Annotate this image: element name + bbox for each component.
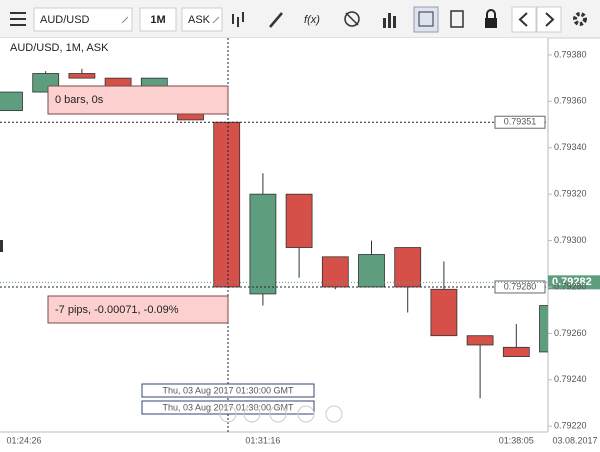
timeframe: 1M xyxy=(150,14,165,26)
side: ASK xyxy=(188,14,211,26)
y-tick-label: 0.79260 xyxy=(554,328,587,338)
last-price-label: 0.79282 xyxy=(552,276,592,288)
y-tick-label: 0.79300 xyxy=(554,235,587,245)
time-tag-box xyxy=(141,383,315,398)
dropdown-arrow xyxy=(212,16,220,24)
candle-body xyxy=(68,73,96,79)
menu-button[interactable] xyxy=(10,12,26,26)
drawing-tool-button[interactable] xyxy=(269,12,283,28)
candle-body xyxy=(502,346,530,357)
lock-button[interactable] xyxy=(485,9,497,28)
candle-body xyxy=(213,121,241,288)
candle-body xyxy=(430,288,458,337)
calculator-button[interactable] xyxy=(450,10,464,28)
measure-box xyxy=(47,295,229,324)
y-tick-label: 0.79340 xyxy=(554,142,587,152)
x-tick-label: 01:24:26 xyxy=(6,435,41,445)
candle-body xyxy=(249,193,277,295)
scroll-right-button[interactable] xyxy=(536,6,562,33)
bars-label: 0 bars, 0s xyxy=(55,94,104,106)
calendar-icon xyxy=(418,11,434,27)
y-tick-label: 0.79360 xyxy=(554,96,587,106)
price-tag: 0.79351 xyxy=(504,117,537,127)
hide-objects-slash xyxy=(345,12,359,26)
indicators[interactable]: f(x) xyxy=(304,14,320,26)
volume-button[interactable] xyxy=(383,13,396,28)
time-tag: Thu, 03 Aug 2017 01:30:00 GMT xyxy=(162,402,294,412)
price-tag-box xyxy=(494,115,546,129)
last-price-box xyxy=(548,275,600,290)
price-tag-box xyxy=(494,280,546,294)
candle-body xyxy=(285,193,313,248)
y-tick-label: 0.79380 xyxy=(554,49,587,59)
calendar-button[interactable] xyxy=(413,6,439,33)
nav-forward[interactable] xyxy=(325,405,343,423)
symbol: AUD/USD xyxy=(40,14,90,26)
bars-box xyxy=(47,85,229,115)
hide-objects-button[interactable] xyxy=(344,11,360,27)
scroll-left-button[interactable] xyxy=(511,6,537,33)
candle-body xyxy=(539,305,548,353)
nav-zoom-in[interactable] xyxy=(297,405,315,423)
arrow-right xyxy=(545,12,555,27)
side-dropdown[interactable] xyxy=(181,7,223,32)
chart-title: AUD/USD, 1M, ASK xyxy=(10,42,109,54)
y-tick-label: 0.79280 xyxy=(554,281,587,291)
price-tag: 0.79280 xyxy=(504,281,537,291)
dropdown-arrow xyxy=(121,16,129,24)
y-tick-label: 0.79320 xyxy=(554,189,587,199)
y-tick-label: 0.79240 xyxy=(554,374,587,384)
y-tick-label: 0.79220 xyxy=(554,421,587,431)
candle-body xyxy=(394,247,422,288)
chart-type-button[interactable] xyxy=(232,12,244,27)
x-tick-label: 01:31:16 xyxy=(245,435,280,445)
candles xyxy=(0,68,548,399)
date-label: 03.08.2017 xyxy=(552,435,597,445)
candle-body xyxy=(0,91,23,112)
nav-zoom-out[interactable] xyxy=(243,405,261,423)
arrow-left xyxy=(518,12,528,27)
measure-label: -7 pips, -0.00071, -0.09% xyxy=(55,304,179,316)
time-tag: Thu, 03 Aug 2017 01:30:00 GMT xyxy=(162,385,294,395)
timeframe-button[interactable] xyxy=(139,7,177,32)
navigation-controls xyxy=(219,405,343,423)
nav-back[interactable] xyxy=(219,405,237,423)
candle-body xyxy=(358,254,385,288)
symbol-dropdown[interactable] xyxy=(33,7,133,32)
candle-body xyxy=(466,335,494,346)
resize-handle[interactable] xyxy=(0,240,3,252)
settings-button[interactable] xyxy=(573,12,587,26)
x-tick-label: 01:38:05 xyxy=(499,435,534,445)
candle-body xyxy=(321,256,349,288)
nav-reset[interactable] xyxy=(269,405,287,423)
